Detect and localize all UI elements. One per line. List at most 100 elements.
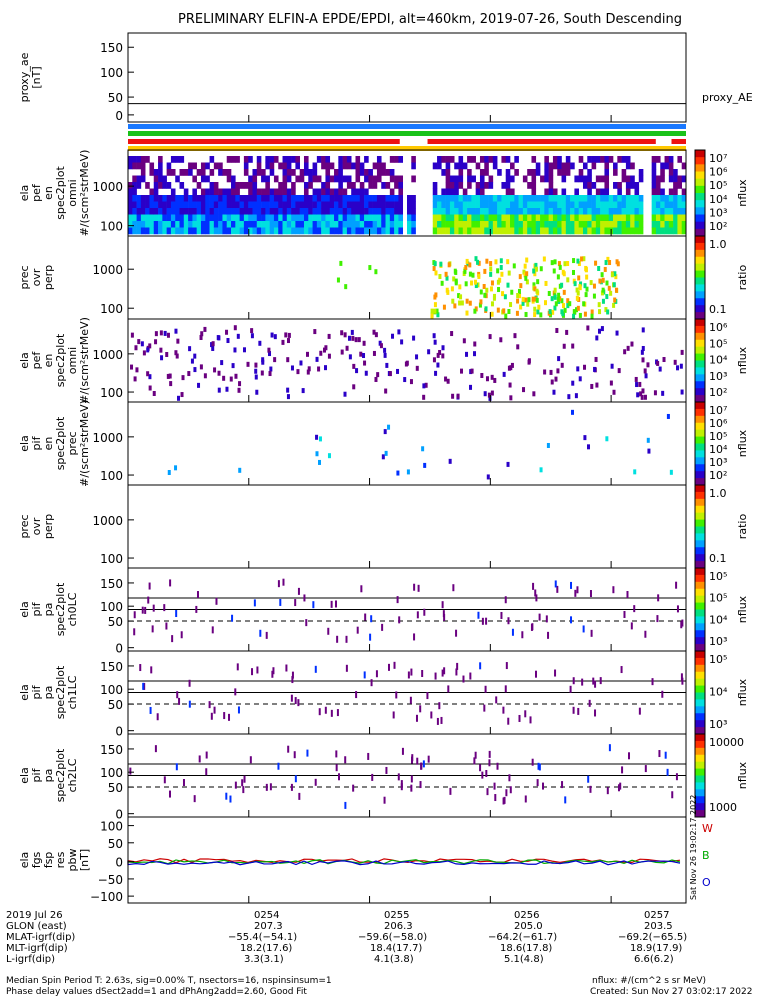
y-tick-label: 50 [108, 781, 123, 795]
spectrogram-cell [170, 156, 176, 163]
spectrogram-cell [170, 201, 176, 209]
pitch-angle-cell [488, 759, 491, 767]
spectrogram-cell [655, 221, 661, 228]
panel-frame [127, 484, 687, 569]
ratio-cell [585, 274, 589, 280]
ratio-cell [485, 287, 489, 293]
ratio-cell [536, 309, 540, 315]
ratio-cell [485, 258, 489, 264]
spectrogram-cell [282, 221, 288, 228]
spectrogram-cell [163, 330, 167, 336]
spectrogram-cell [422, 394, 426, 400]
ratio-cell [566, 298, 570, 304]
spectrogram-cell [166, 373, 170, 379]
ratio-cell [566, 277, 570, 283]
pitch-angle-cell [477, 611, 480, 619]
ratio-cell [571, 269, 575, 275]
spectrogram-cell [364, 156, 369, 163]
panel-1: 1000100elapefenspec2plotomni#/(scm²strMe… [18, 149, 749, 237]
spectrogram-cell [492, 227, 498, 235]
spectrogram-cell [445, 182, 451, 189]
pitch-angle-cell [370, 615, 373, 623]
pitch-angle-cell [535, 594, 538, 602]
spectrogram-cell [394, 227, 399, 235]
spectrogram-cell [605, 436, 609, 442]
spectrogram-cell [170, 169, 176, 176]
pitch-angle-cell [305, 619, 308, 627]
fgs-legend-label: B [702, 849, 710, 862]
spectrogram-cell [343, 391, 347, 397]
y-axis-label: precovrperp [18, 265, 55, 290]
spectrogram-cell [501, 201, 507, 209]
spectrogram-cell [200, 214, 206, 222]
spectrogram-cell [231, 156, 236, 163]
pitch-angle-cell [279, 598, 282, 606]
ratio-cell [536, 279, 540, 285]
spectrogram-cell [168, 373, 172, 379]
spectrogram-cell [210, 342, 214, 348]
pitch-angle-cell [178, 697, 181, 705]
y-axis-label-line: pa [42, 686, 55, 700]
spectrogram-cell [130, 332, 134, 338]
spectrogram-cell [265, 227, 270, 235]
spectrogram-cell [595, 201, 601, 209]
spectrogram-cell [359, 221, 365, 228]
spectrogram-cell [166, 195, 172, 202]
y-tick-label: 1000 [92, 263, 123, 277]
pitch-angle-cell [282, 578, 285, 586]
pitch-angle-cell [169, 579, 172, 587]
spectrogram-cell [490, 374, 494, 380]
spectrogram-cell [158, 169, 163, 176]
pitch-angle-cell [680, 673, 683, 681]
spectrogram-cell [226, 175, 232, 183]
y-axis-label-line: ela [18, 352, 31, 369]
spectrogram-cell [552, 156, 558, 163]
spectrogram-cell [432, 227, 438, 235]
spectrogram-cell [372, 162, 378, 170]
spectrogram-cell [449, 156, 455, 163]
ratio-cell [517, 288, 521, 294]
ratio-cell [510, 289, 514, 295]
ratio-cell [578, 312, 582, 318]
spectrogram-cell [278, 227, 283, 235]
ratio-cell [434, 292, 438, 298]
ratio-cell [506, 282, 510, 288]
spectrogram-cell [633, 469, 637, 475]
spectrogram-cell [661, 390, 665, 396]
spectrogram-cell [441, 208, 446, 215]
pitch-angle-cell [297, 587, 300, 595]
colorbar-segment [695, 193, 705, 201]
spectrogram-cell [660, 175, 665, 183]
spectrogram-cell [436, 352, 440, 358]
y-tick-label: 100 [100, 683, 123, 697]
spectrogram-cell [582, 182, 588, 189]
spectrogram-cell [278, 214, 283, 222]
spectrogram-cell [175, 221, 180, 228]
colorbar-segment [695, 207, 705, 215]
spectrogram-cell [162, 227, 167, 235]
spectrogram-cell [574, 175, 579, 183]
spectrogram-cell [384, 388, 388, 394]
pitch-angle-cell [188, 700, 191, 708]
spectrogram-cell [561, 195, 567, 202]
spectrogram-cell [681, 201, 687, 209]
y-axis-label-line: pbw [66, 849, 79, 872]
spectrogram-cell [325, 182, 331, 189]
spectrogram-cell [505, 195, 511, 202]
ratio-cell [522, 269, 526, 275]
spectrogram-cell [544, 221, 549, 228]
spectrogram-cell [166, 169, 172, 176]
spectrogram-cell [282, 214, 288, 222]
spectrogram-cell [222, 201, 228, 209]
spectrogram-cell [243, 208, 249, 215]
spectrogram-cell [352, 384, 356, 390]
ratio-cell [468, 300, 472, 306]
ratio-cell [584, 292, 588, 298]
spectrogram-cell [152, 390, 156, 396]
pitch-angle-cell [149, 706, 152, 714]
spectrogram-cell [175, 195, 180, 202]
spectrogram-cell [269, 221, 275, 228]
spectrogram-cell [421, 446, 425, 452]
spectrogram-cell [188, 214, 193, 222]
spectrogram-cell [660, 214, 665, 222]
